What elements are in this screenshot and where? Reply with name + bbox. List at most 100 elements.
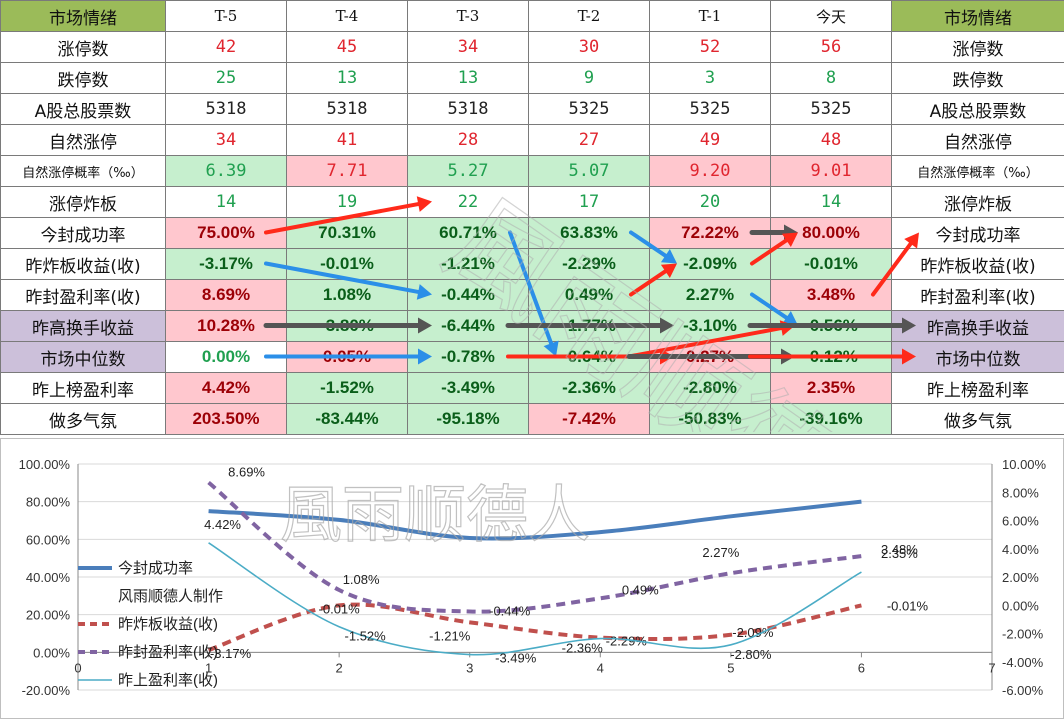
table-cell: 25 — [165, 62, 287, 94]
table-row: A股总股票数 5318 5318 5318 5325 5325 5325 A股总股票数 — [0, 93, 1064, 125]
table-cell: 0.27% — [649, 341, 771, 373]
table-row: 自然涨停概率（‰） 6.39 7.71 5.27 5.07 9.20 9.01 自然涨停概率（… — [0, 155, 1064, 187]
table-cell: 4.42% — [165, 372, 287, 404]
table-cell: 20 — [649, 186, 771, 218]
table-cell: -2.09% — [649, 248, 771, 280]
table-cell: -1.77% — [528, 310, 650, 342]
x-tick-label: 2 — [336, 660, 343, 675]
row-label-left: 自然涨停概率（‰） — [0, 155, 166, 187]
header-col-5: 今天 — [770, 0, 892, 32]
table-cell: 0.05% — [286, 341, 408, 373]
table-cell: 5325 — [528, 93, 650, 125]
row-label-left: 市场中位数 — [0, 341, 166, 373]
x-tick-label: 7 — [988, 660, 995, 675]
header-right-title: 市场情绪 — [891, 0, 1064, 32]
table-cell: 75.00% — [165, 217, 287, 249]
table-cell: 2.35% — [770, 372, 892, 404]
table-cell: -50.83% — [649, 403, 771, 435]
row-label-left: 跌停数 — [0, 62, 166, 94]
row-label-right: 自然涨停概率（‰） — [891, 155, 1064, 187]
data-label: -0.01% — [319, 601, 361, 616]
table-row: 市场中位数 0.00% 0.05% -0.78% -0.64% 0.27% -0.12% 市场… — [0, 341, 1064, 373]
table-cell: 5325 — [649, 93, 771, 125]
row-label-left: 涨停炸板 — [0, 186, 166, 218]
row-label-right: 市场中位数 — [891, 341, 1064, 373]
left-tick-label: 40.00% — [26, 570, 71, 585]
table-cell: -0.44% — [407, 279, 529, 311]
legend-label: 今封成功率 — [118, 560, 193, 577]
table-cell: 6.39 — [165, 155, 287, 187]
data-label: -2.29% — [606, 634, 648, 649]
table-cell: 5325 — [770, 93, 892, 125]
table-cell: 9.01 — [770, 155, 892, 187]
table-cell: -2.29% — [528, 248, 650, 280]
table-cell: 22 — [407, 186, 529, 218]
table-cell: -3.10% — [649, 310, 771, 342]
legend-label: 昨封盈利率(收) — [118, 644, 218, 661]
series-line — [207, 602, 862, 652]
table-cell: 17 — [528, 186, 650, 218]
table-cell: 13 — [286, 62, 408, 94]
data-label: 3.48% — [881, 542, 918, 557]
sentiment-line-chart: -20.00%0.00%20.00%40.00%60.00%80.00%100.… — [0, 438, 1064, 719]
data-label: -0.01% — [887, 598, 929, 613]
left-tick-label: 0.00% — [33, 645, 70, 660]
series-line — [208, 542, 862, 656]
data-label: -2.36% — [562, 641, 604, 656]
x-tick-label: 5 — [727, 660, 734, 675]
left-tick-label: -20.00% — [22, 683, 71, 698]
data-label: -1.21% — [429, 628, 471, 643]
table-cell: 2.27% — [649, 279, 771, 311]
header-col-0: T-5 — [165, 0, 287, 32]
data-label: -1.52% — [345, 629, 387, 644]
row-label-left: A股总股票数 — [0, 93, 166, 125]
data-label: -2.80% — [730, 647, 772, 662]
table-cell: 45 — [286, 31, 408, 63]
table-cell: -0.01% — [286, 248, 408, 280]
row-label-right: 昨封盈利率(收) — [891, 279, 1064, 311]
x-tick-label: 4 — [597, 660, 604, 675]
table-cell: -6.44% — [407, 310, 529, 342]
header-col-3: T-2 — [528, 0, 650, 32]
table-row: 昨封盈利率(收) 8.69% 1.08% -0.44% 0.49% 2.27% 3.48% 昨… — [0, 279, 1064, 311]
table-cell: -39.16% — [770, 403, 892, 435]
table-cell: 5.27 — [407, 155, 529, 187]
table-cell: 3 — [649, 62, 771, 94]
left-tick-label: 80.00% — [26, 495, 71, 510]
right-tick-label: -2.00% — [1002, 627, 1044, 642]
table-row: 做多气氛 203.50% -83.44% -95.18% -7.42% -50.83% -3… — [0, 403, 1064, 435]
x-tick-label: 3 — [466, 660, 473, 675]
legend-label: 昨炸板收益(收) — [118, 615, 218, 633]
table-row: 涨停炸板 14 19 22 17 20 14 涨停炸板 — [0, 186, 1064, 218]
right-tick-label: 0.00% — [1002, 598, 1039, 613]
row-label-right: 昨上榜盈利率 — [891, 372, 1064, 404]
table-cell: -3.17% — [165, 248, 287, 280]
market-sentiment-table: 市场情绪 T-5 T-4 T-3 T-2 T-1 今天 市场情绪 涨停数 42 45 34 30 52 56… — [0, 0, 1064, 435]
table-cell: 0.00% — [165, 341, 287, 373]
table-row: 涨停数 42 45 34 30 52 56 涨停数 — [0, 31, 1064, 63]
legend-label: 昨上盈利率(收) — [118, 672, 218, 689]
table-cell: 19 — [286, 186, 408, 218]
table-cell: 9.20 — [649, 155, 771, 187]
table-cell: 8.69% — [165, 279, 287, 311]
series-line — [208, 499, 862, 541]
table-cell: 9 — [528, 62, 650, 94]
data-label: 8.69% — [228, 465, 265, 480]
table-cell: 5318 — [165, 93, 287, 125]
table-row: 自然涨停 34 41 28 27 49 48 自然涨停 — [0, 124, 1064, 156]
table-cell: 70.31% — [286, 217, 408, 249]
table-cell: 72.22% — [649, 217, 771, 249]
data-label: 4.42% — [204, 517, 241, 532]
legend-credit: 风雨顺德人制作 — [118, 587, 223, 605]
table-cell: 63.83% — [528, 217, 650, 249]
row-label-right: 昨炸板收益(收) — [891, 248, 1064, 280]
chart-frame — [0, 438, 1064, 719]
table-row: 昨炸板收益(收) -3.17% -0.01% -1.21% -2.29% -2.09% -0… — [0, 248, 1064, 280]
x-tick-label: 0 — [74, 660, 81, 675]
header-left-title: 市场情绪 — [0, 0, 166, 32]
table-cell: -0.64% — [528, 341, 650, 373]
table-cell: 56 — [770, 31, 892, 63]
right-tick-label: 10.00% — [1002, 457, 1047, 472]
table-cell: 80.00% — [770, 217, 892, 249]
